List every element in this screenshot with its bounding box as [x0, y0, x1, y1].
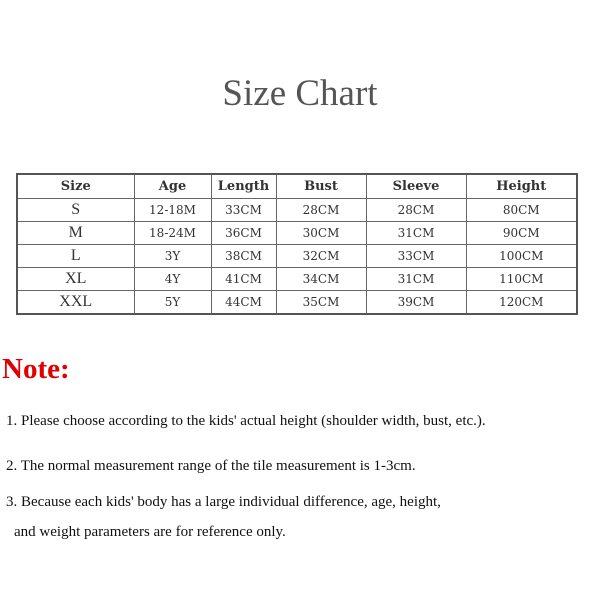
column-header: Size — [16, 173, 135, 199]
table-cell: 4Y — [133, 267, 212, 291]
note-line-2: 2. The normal measurement range of the t… — [6, 458, 416, 474]
table-cell: L — [16, 244, 135, 268]
table-cell: 110CM — [465, 267, 578, 291]
table-cell: 44CM — [210, 290, 277, 315]
table-row: S 12-18M 33CM 28CM 28CM 80CM — [16, 198, 578, 222]
table-cell: 35CM — [275, 290, 367, 315]
column-header: Length — [210, 173, 277, 199]
table-cell: 41CM — [210, 267, 277, 291]
note-heading: Note: — [2, 353, 70, 385]
table-row: L 3Y 38CM 32CM 33CM 100CM — [16, 244, 578, 268]
table-row: M 18-24M 36CM 30CM 31CM 90CM — [16, 221, 578, 245]
note-line-1: 1. Please choose according to the kids' … — [6, 413, 486, 429]
table-cell: 5Y — [133, 290, 212, 315]
table-cell: 33CM — [365, 244, 467, 268]
note-line-3: 3. Because each kids' body has a large i… — [6, 494, 441, 510]
table-cell: XXL — [16, 290, 135, 315]
table-cell: 34CM — [275, 267, 367, 291]
column-header: Age — [133, 173, 212, 199]
table-cell: 30CM — [275, 221, 367, 245]
table-cell: 33CM — [210, 198, 277, 222]
table-cell: 18-24M — [133, 221, 212, 245]
table-cell: 3Y — [133, 244, 212, 268]
table-row: XXL 5Y 44CM 35CM 39CM 120CM — [16, 290, 578, 315]
table-cell: 100CM — [465, 244, 578, 268]
table-cell: 31CM — [365, 221, 467, 245]
table-cell: XL — [16, 267, 135, 291]
page-title: Size Chart — [222, 73, 378, 114]
size-table: Size Age Length Bust Sleeve Height S 12-18M 33C… — [16, 173, 578, 315]
table-cell: 31CM — [365, 267, 467, 291]
table-cell: 39CM — [365, 290, 467, 315]
table-row: XL 4Y 41CM 34CM 31CM 110CM — [16, 267, 578, 291]
table-cell: M — [16, 221, 135, 245]
column-header: Height — [465, 173, 578, 199]
column-header: Sleeve — [365, 173, 467, 199]
table-cell: 90CM — [465, 221, 578, 245]
table-cell: S — [16, 198, 135, 222]
table-cell: 80CM — [465, 198, 578, 222]
table-cell: 36CM — [210, 221, 277, 245]
column-header: Bust — [275, 173, 367, 199]
note-line-4: and weight parameters are for reference … — [14, 524, 286, 540]
table-cell: 12-18M — [133, 198, 212, 222]
table-cell: 28CM — [275, 198, 367, 222]
table-cell: 120CM — [465, 290, 578, 315]
table-cell: 32CM — [275, 244, 367, 268]
table-header-row: Size Age Length Bust Sleeve Height — [16, 173, 578, 199]
table-cell: 28CM — [365, 198, 467, 222]
table-cell: 38CM — [210, 244, 277, 268]
